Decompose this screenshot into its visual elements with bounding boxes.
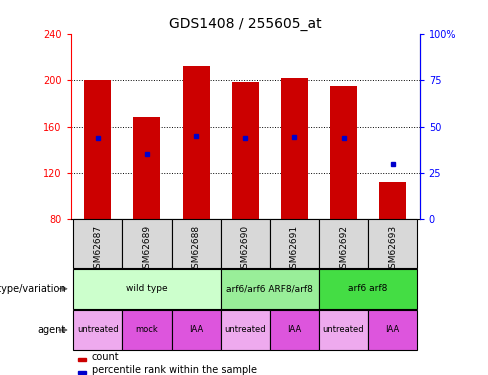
Text: genotype/variation: genotype/variation <box>0 284 66 294</box>
Text: count: count <box>92 352 120 362</box>
Bar <box>221 310 270 350</box>
Bar <box>73 269 221 309</box>
Text: mock: mock <box>136 326 158 334</box>
Bar <box>232 82 259 219</box>
Bar <box>319 269 417 309</box>
Text: IAA: IAA <box>287 326 302 334</box>
Text: GSM62690: GSM62690 <box>241 225 250 274</box>
Bar <box>319 219 368 268</box>
Bar <box>319 310 368 350</box>
Bar <box>281 78 308 219</box>
Bar <box>330 86 357 219</box>
Bar <box>78 358 86 361</box>
Text: untreated: untreated <box>77 326 119 334</box>
Text: untreated: untreated <box>224 326 266 334</box>
Bar <box>73 310 122 350</box>
Text: percentile rank within the sample: percentile rank within the sample <box>92 364 257 375</box>
Bar <box>84 80 111 219</box>
Text: arf6/arf6 ARF8/arf8: arf6/arf6 ARF8/arf8 <box>226 284 313 293</box>
Text: GSM62688: GSM62688 <box>192 225 201 274</box>
Bar <box>379 182 406 219</box>
Bar <box>270 219 319 268</box>
Bar <box>122 310 171 350</box>
Bar <box>221 219 270 268</box>
Bar <box>73 219 122 268</box>
Bar <box>171 219 221 268</box>
Text: IAA: IAA <box>189 326 203 334</box>
Text: arf6 arf8: arf6 arf8 <box>348 284 388 293</box>
Text: agent: agent <box>38 325 66 335</box>
Bar <box>368 310 417 350</box>
Bar <box>122 219 171 268</box>
Text: IAA: IAA <box>386 326 400 334</box>
Text: GSM62687: GSM62687 <box>93 225 102 274</box>
Bar <box>270 310 319 350</box>
Bar <box>368 219 417 268</box>
Bar <box>183 66 209 219</box>
Bar <box>133 117 161 219</box>
Bar <box>221 269 319 309</box>
Bar <box>171 310 221 350</box>
Text: GSM62692: GSM62692 <box>339 225 348 274</box>
Text: GSM62693: GSM62693 <box>388 225 397 274</box>
Text: wild type: wild type <box>126 284 168 293</box>
Text: GSM62689: GSM62689 <box>142 225 151 274</box>
Title: GDS1408 / 255605_at: GDS1408 / 255605_at <box>169 17 322 32</box>
Text: untreated: untreated <box>323 326 365 334</box>
Bar <box>78 371 86 374</box>
Text: GSM62691: GSM62691 <box>290 225 299 274</box>
